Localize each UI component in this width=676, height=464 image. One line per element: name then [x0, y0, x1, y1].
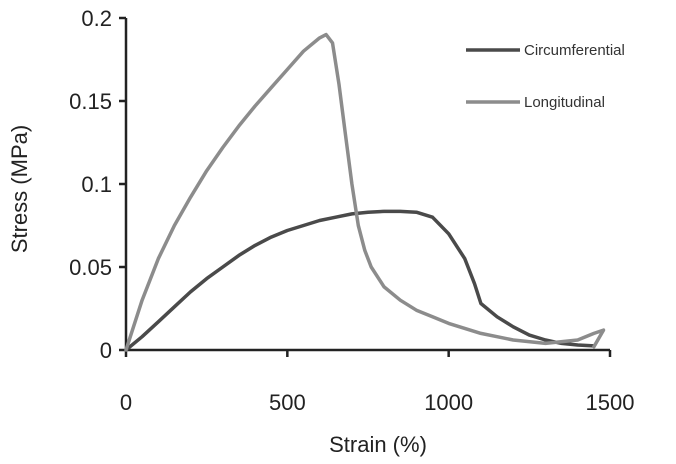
legend: Circumferential Longitudinal [466, 42, 625, 111]
legend-label-longitudinal: Longitudinal [524, 94, 605, 111]
y-axis-ticks: 0 0.05 0.1 0.15 0.2 [69, 6, 126, 363]
x-tick-label: 1500 [586, 390, 635, 415]
series-line-longitudinal [124, 32, 606, 352]
series-layer [124, 32, 606, 352]
y-tick-label: 0.2 [81, 6, 112, 31]
x-tick-label: 0 [120, 390, 132, 415]
x-axis-ticks: 0 500 1000 1500 [120, 350, 635, 415]
y-tick-label: 0 [100, 338, 112, 363]
y-tick-label: 0.1 [81, 172, 112, 197]
y-axis-title: Stress (MPa) [7, 125, 32, 253]
x-tick-label: 1000 [424, 390, 473, 415]
y-tick-label: 0.15 [69, 89, 112, 114]
x-tick-label: 500 [269, 390, 306, 415]
series-line-circumferential [124, 209, 596, 352]
y-tick-label: 0.05 [69, 255, 112, 280]
legend-label-circumferential: Circumferential [524, 42, 625, 59]
x-axis-title: Strain (%) [329, 432, 427, 457]
